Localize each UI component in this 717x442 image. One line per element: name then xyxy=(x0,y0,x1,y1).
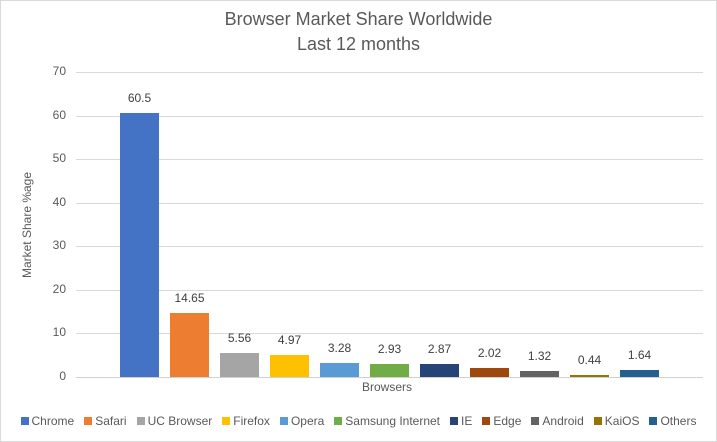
bar-opera[interactable] xyxy=(320,362,359,377)
data-label: 1.64 xyxy=(627,347,652,362)
gridline xyxy=(76,72,703,73)
legend: Chrome Safari UC Browser Firefox Opera Samsun… xyxy=(0,414,717,428)
legend-item-samsung-internet[interactable]: Samsung Internet xyxy=(334,414,440,428)
legend-swatch-icon xyxy=(20,417,29,425)
gridline xyxy=(76,159,703,161)
legend-swatch-icon xyxy=(222,417,231,425)
y-tick-label: 50 xyxy=(52,151,66,166)
legend-swatch-icon xyxy=(482,417,491,425)
y-tick-label: 70 xyxy=(52,64,66,78)
data-label: 2.02 xyxy=(477,346,502,361)
bar-others[interactable] xyxy=(620,369,659,377)
bar-safari[interactable] xyxy=(170,313,209,377)
legend-item-chrome[interactable]: Chrome xyxy=(20,414,75,428)
gridline xyxy=(76,289,703,291)
data-label: 3.28 xyxy=(327,340,352,355)
legend-item-edge[interactable]: Edge xyxy=(482,414,521,428)
legend-item-firefox[interactable]: Firefox xyxy=(222,414,270,428)
legend-swatch-icon xyxy=(593,417,602,425)
legend-label: IE xyxy=(461,414,473,428)
y-tick-label: 60 xyxy=(52,107,66,122)
chart-title: Browser Market Share Worldwide xyxy=(224,9,493,29)
y-tick-label: 10 xyxy=(52,325,66,340)
legend-item-opera[interactable]: Opera xyxy=(279,414,325,428)
y-axis-label: Market Share %age xyxy=(20,171,34,279)
y-tick-label: 30 xyxy=(52,238,66,253)
bar-uc-browser[interactable] xyxy=(220,352,259,377)
gridline xyxy=(76,115,703,117)
legend-swatch-icon xyxy=(649,417,658,425)
data-label: 4.97 xyxy=(277,333,302,348)
legend-label: Others xyxy=(660,414,697,428)
legend-item-safari[interactable]: Safari xyxy=(84,414,127,428)
data-label: 1.32 xyxy=(527,349,552,364)
bar-kaios[interactable] xyxy=(570,375,609,377)
y-tick-label: 0 xyxy=(59,369,66,383)
legend-label: Android xyxy=(542,414,584,428)
gridline xyxy=(76,377,703,378)
legend-label: Opera xyxy=(290,414,325,428)
legend-item-kaios[interactable]: KaiOS xyxy=(593,414,640,428)
legend-swatch-icon xyxy=(136,417,145,425)
legend-swatch-icon xyxy=(450,417,459,425)
legend-label: Chrome xyxy=(31,414,75,428)
data-label: 60.5 xyxy=(127,91,152,106)
legend-label: Firefox xyxy=(233,414,270,428)
bar-ie[interactable] xyxy=(420,364,459,377)
data-label: 5.56 xyxy=(227,330,252,345)
data-label: 2.87 xyxy=(427,342,452,357)
data-label: 14.65 xyxy=(174,291,205,306)
y-tick-label: 20 xyxy=(52,281,66,296)
x-axis-label: Browsers xyxy=(362,380,413,394)
legend-swatch-icon xyxy=(334,417,343,425)
bar-edge[interactable] xyxy=(470,368,509,377)
bar-chrome[interactable] xyxy=(120,113,159,377)
legend-item-others[interactable]: Others xyxy=(649,414,696,428)
legend-item-android[interactable]: Android xyxy=(531,414,584,428)
data-label: 2.93 xyxy=(377,342,402,357)
legend-swatch-icon xyxy=(279,417,288,425)
legend-item-ie[interactable]: IE xyxy=(450,414,472,428)
legend-label: UC Browser xyxy=(147,414,213,428)
y-tick-label: 40 xyxy=(52,194,66,209)
legend-label: Edge xyxy=(493,414,522,428)
gridline xyxy=(76,246,703,248)
legend-label: KaiOS xyxy=(604,414,640,428)
legend-swatch-icon xyxy=(84,417,93,425)
bar-firefox[interactable] xyxy=(270,355,309,377)
bar-samsung-internet[interactable] xyxy=(370,364,409,377)
legend-item-uc-browser[interactable]: UC Browser xyxy=(136,414,213,428)
data-label: 0.44 xyxy=(577,353,602,368)
legend-swatch-icon xyxy=(531,417,540,425)
legend-label: Safari xyxy=(95,414,127,428)
gridline xyxy=(76,202,703,204)
legend-label: Samsung Internet xyxy=(345,414,441,428)
bar-android[interactable] xyxy=(520,371,559,377)
gridline xyxy=(76,333,703,335)
chart-subtitle: Last 12 months xyxy=(296,34,421,54)
